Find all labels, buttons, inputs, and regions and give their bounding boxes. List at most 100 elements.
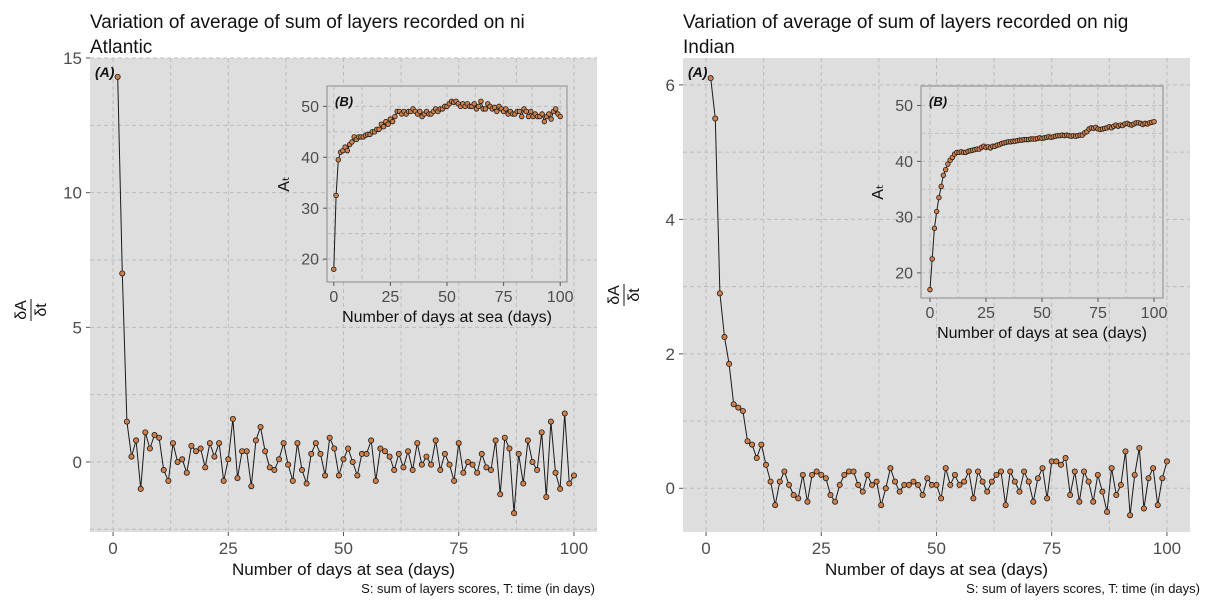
data-point [1140,505,1147,512]
data-point [749,441,756,448]
inset-data-point [482,106,489,112]
inset-y-tick-label: 50 [895,98,913,115]
data-point [1131,471,1138,478]
data-point [818,471,825,478]
inset-data-point [942,166,949,173]
data-point [735,404,742,411]
data-point [786,481,793,488]
data-point [933,481,940,488]
data-point [543,493,550,500]
data-point [1030,498,1037,505]
data-point [1150,465,1157,472]
y-axis-label: δA δt [606,284,643,306]
data-point [1044,495,1051,502]
data-point [1076,498,1083,505]
inset-x-axis-label: Number of days at sea (days) [937,325,1147,342]
data-point [570,472,577,479]
data-point [882,485,889,492]
data-point [832,498,839,505]
data-point [538,429,545,436]
x-tick-label: 0 [108,539,117,558]
data-point [405,448,412,455]
series-line [710,78,1168,516]
data-point [873,478,880,485]
y-axis-label: δA δt [13,299,50,321]
data-point [368,437,375,444]
inset-data-point [539,111,545,117]
data-point [114,73,121,80]
data-point [529,458,536,465]
data-point [317,450,324,457]
data-point [423,453,430,460]
chart-panel-atlantic: Variation of average of sum of layers re… [13,12,597,596]
data-point [781,468,788,475]
data-point [547,418,554,425]
inset-y-label-text: Aₜ [276,176,293,191]
inset-data-point [940,172,947,178]
data-point [868,481,875,488]
chart-panel-indian: Variation of average of sum of layers re… [606,12,1200,596]
data-point [354,472,361,479]
data-point [1113,492,1120,499]
data-point [1016,488,1023,495]
data-point [243,448,250,455]
data-point [160,467,167,474]
data-point [772,502,779,509]
inset-data-point [552,106,559,112]
x-tick-label: 75 [1042,539,1061,558]
data-point [432,437,439,444]
data-point [308,450,315,457]
inset-x-tick-label: 0 [329,289,338,306]
y-label-numerator: δA [13,300,30,320]
data-point [349,458,356,465]
y-tick-label: 6 [666,76,675,95]
data-point [294,440,301,447]
y-tick-label: 0 [666,479,675,498]
data-point [951,471,958,478]
data-point [188,442,195,449]
chart-title-line: Variation of average of sum of layers re… [90,12,525,33]
inset-data-point [331,266,337,272]
data-point [511,510,518,517]
data-point [1163,458,1170,465]
data-point [483,464,490,471]
data-point [248,483,255,490]
data-point [557,485,564,492]
inset-data-point [546,111,552,117]
data-point [795,495,802,502]
inset-data-point [478,98,484,104]
data-point [372,477,379,484]
y-label-numerator: δA [606,285,623,305]
data-point [197,445,204,452]
inset-y-tick-label: 50 [301,99,319,116]
data-point [151,432,158,439]
data-point [970,495,977,502]
data-point [896,488,903,495]
data-point [1039,465,1046,472]
data-point [211,453,218,460]
data-point [1127,512,1134,519]
data-point [938,495,945,502]
chart-title: Variation of average of sum of layers re… [683,12,1128,58]
chart-subtitle-line: Atlantic [90,37,152,58]
data-point [993,471,1000,478]
data-point [887,465,894,472]
data-point [395,450,402,457]
y-tick-label: 2 [666,345,675,364]
inset-points [927,119,1157,293]
data-point [716,290,723,297]
inset-x-tick-label: 25 [977,305,995,322]
data-point [386,453,393,460]
data-point [216,440,223,447]
data-point [363,450,370,457]
data-point [478,450,485,457]
data-point [1094,471,1101,478]
inset-data-point [503,106,509,112]
data-point [257,423,264,430]
inset-data-point [417,108,423,115]
data-point [965,468,972,475]
inset-data-point [557,113,563,120]
data-point [400,464,407,471]
data-point [961,478,968,485]
data-point [1090,498,1097,505]
